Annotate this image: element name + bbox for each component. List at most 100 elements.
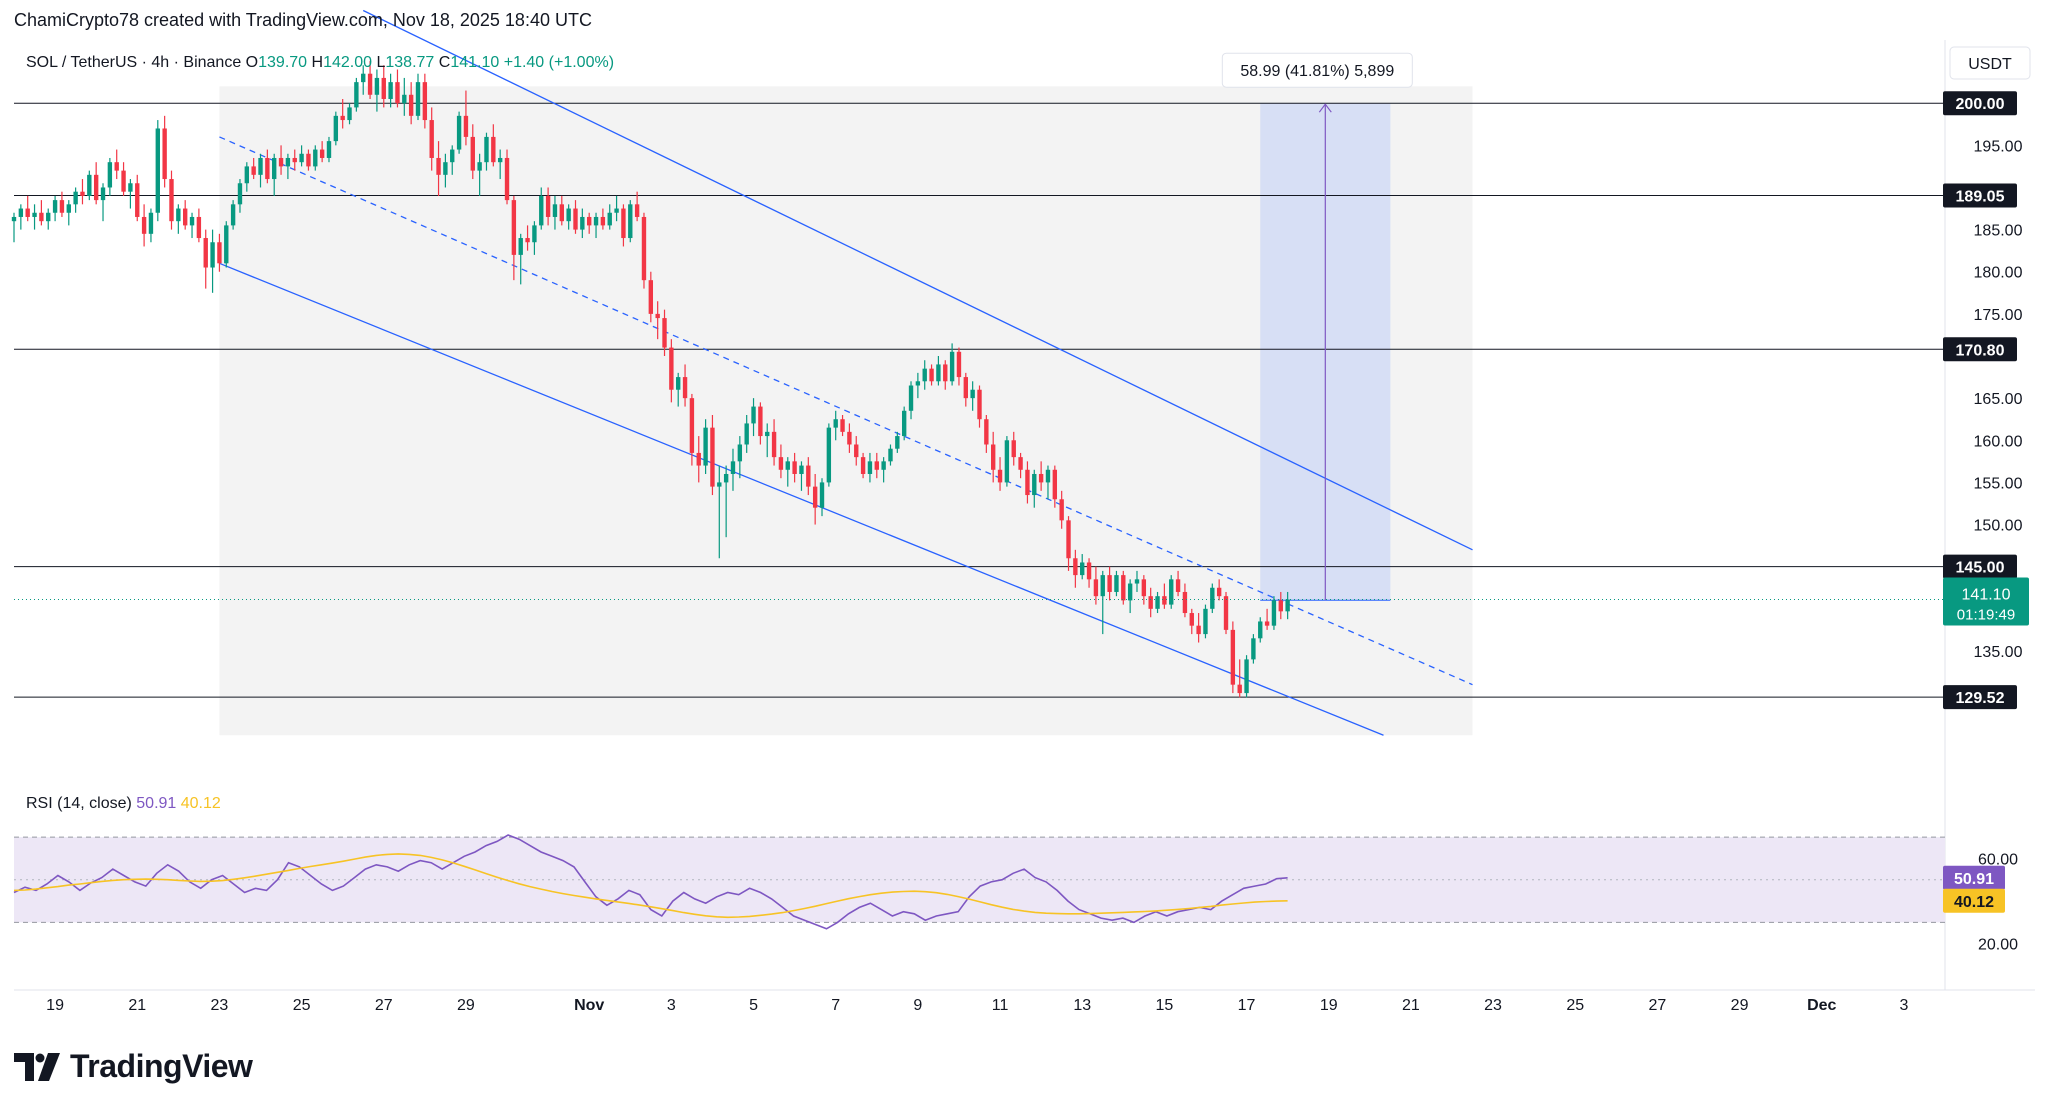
candle-body-123 (854, 444, 859, 458)
candle-body-31 (224, 225, 229, 264)
candle-body-39 (278, 157, 284, 167)
candle-body-164 (1134, 579, 1140, 584)
candle-body-80 (559, 204, 564, 222)
candle-body-128 (888, 448, 893, 462)
candle-body-19 (141, 216, 147, 234)
level-badge (1943, 554, 2017, 579)
candle-body-184 (1271, 600, 1277, 626)
candle-body-53 (374, 77, 380, 95)
candle-body-98 (682, 377, 688, 399)
level-badge (1943, 685, 2017, 710)
candle-body-79 (552, 204, 558, 217)
candle-body-134 (929, 368, 934, 382)
candle-body-27 (196, 216, 202, 239)
price-tick-label: 185.00 (1974, 223, 2023, 240)
candle-body-72 (504, 157, 510, 201)
low-prefix: L (376, 54, 385, 71)
rsi-value-badge (1943, 865, 2005, 890)
date-tick-label: 23 (211, 997, 229, 1014)
candle-body-46 (326, 141, 332, 158)
candle-body-64 (450, 149, 455, 163)
candle-body-126 (874, 461, 879, 470)
date-tick-label: 27 (1649, 997, 1667, 1014)
candle-body-1 (18, 208, 24, 217)
tradingview-logo-text: TradingView (70, 1048, 253, 1084)
candle-body-45 (319, 149, 325, 158)
level-badge (1943, 183, 2017, 208)
candle-body-37 (265, 157, 270, 180)
candle-body-76 (532, 225, 537, 243)
symbol-label: SOL / TetherUS · 4h · Binance (26, 54, 246, 71)
candle-body-81 (566, 208, 571, 222)
candle-body-151 (1045, 469, 1051, 483)
candle-body-61 (429, 120, 434, 158)
candle-body-28 (203, 238, 208, 268)
candle-body-49 (347, 107, 352, 121)
candle-body-8 (66, 204, 71, 213)
candle-body-150 (1038, 473, 1044, 483)
candle-body-69 (484, 136, 489, 163)
candle-body-88 (614, 208, 619, 213)
candle-body-87 (607, 212, 612, 226)
candle-body-30 (217, 242, 222, 264)
date-tick-label: Dec (1807, 997, 1836, 1014)
candle-body-153 (1059, 499, 1064, 521)
channel-lower-line (219, 262, 1384, 736)
candle-body-95 (662, 318, 667, 348)
level-badge-label: 129.52 (1956, 690, 2005, 707)
change-value: +1.40 (+1.00%) (504, 54, 614, 71)
last-price-countdown: 01:19:49 (1957, 607, 2015, 624)
candle-body-137 (949, 351, 955, 382)
candle-body-176 (1216, 587, 1222, 597)
open-value: 139.70 (258, 54, 311, 71)
candle-body-110 (765, 431, 770, 437)
price-tick-label: 135.00 (1974, 644, 2023, 661)
date-tick-label: 19 (46, 997, 64, 1014)
candle-body-2 (25, 208, 30, 217)
date-tick-label: Nov (574, 997, 604, 1014)
candle-body-149 (1032, 473, 1037, 496)
candle-body-131 (908, 385, 914, 411)
rsi-ma-legend-value: 40.12 (181, 795, 221, 812)
price-tick-label: 165.00 (1974, 391, 2023, 408)
candle-body-105 (730, 461, 736, 474)
candle-body-78 (545, 195, 551, 217)
candle-body-173 (1196, 625, 1201, 635)
candle-body-12 (93, 174, 99, 201)
low-value: 138.77 (385, 54, 438, 71)
candle-body-82 (573, 208, 578, 230)
ohlc-legend: SOL / TetherUS · 4h · Binance O139.70 H1… (26, 54, 614, 71)
rsi-series-rsi_ma (13, 853, 1288, 919)
candle-body-9 (73, 191, 78, 205)
candle-body-121 (840, 419, 845, 432)
rsi-tick-label: 20.00 (1978, 937, 2018, 954)
date-tick-label: 19 (1320, 997, 1338, 1014)
price-range-label-box (1221, 52, 1413, 88)
last-price-badge (1943, 577, 2029, 626)
candle-body-182 (1258, 621, 1263, 639)
candle-body-101 (703, 427, 708, 466)
candle-body-75 (525, 238, 530, 243)
date-tick-label: 13 (1073, 997, 1091, 1014)
candle-body-62 (436, 157, 441, 175)
candle-body-10 (80, 191, 85, 196)
candle-body-77 (539, 195, 544, 226)
rsi-series-rsi (13, 834, 1288, 930)
candle-body-63 (443, 162, 448, 175)
currency-button-box (1949, 46, 2031, 80)
date-tick-label: 21 (128, 997, 146, 1014)
candle-body-117 (812, 486, 818, 508)
candle-body-177 (1223, 596, 1229, 630)
level-badge (1943, 91, 2017, 116)
date-tick-label: 17 (1238, 997, 1256, 1014)
channel-upper-line (362, 9, 1473, 551)
rsi-tick-label: 60.00 (1978, 851, 2018, 868)
candle-body-148 (1025, 469, 1030, 496)
candle-body-91 (634, 204, 640, 217)
candle-body-92 (641, 216, 647, 281)
candle-body-48 (340, 115, 345, 121)
candle-body-155 (1073, 558, 1078, 576)
candle-body-18 (135, 183, 140, 217)
